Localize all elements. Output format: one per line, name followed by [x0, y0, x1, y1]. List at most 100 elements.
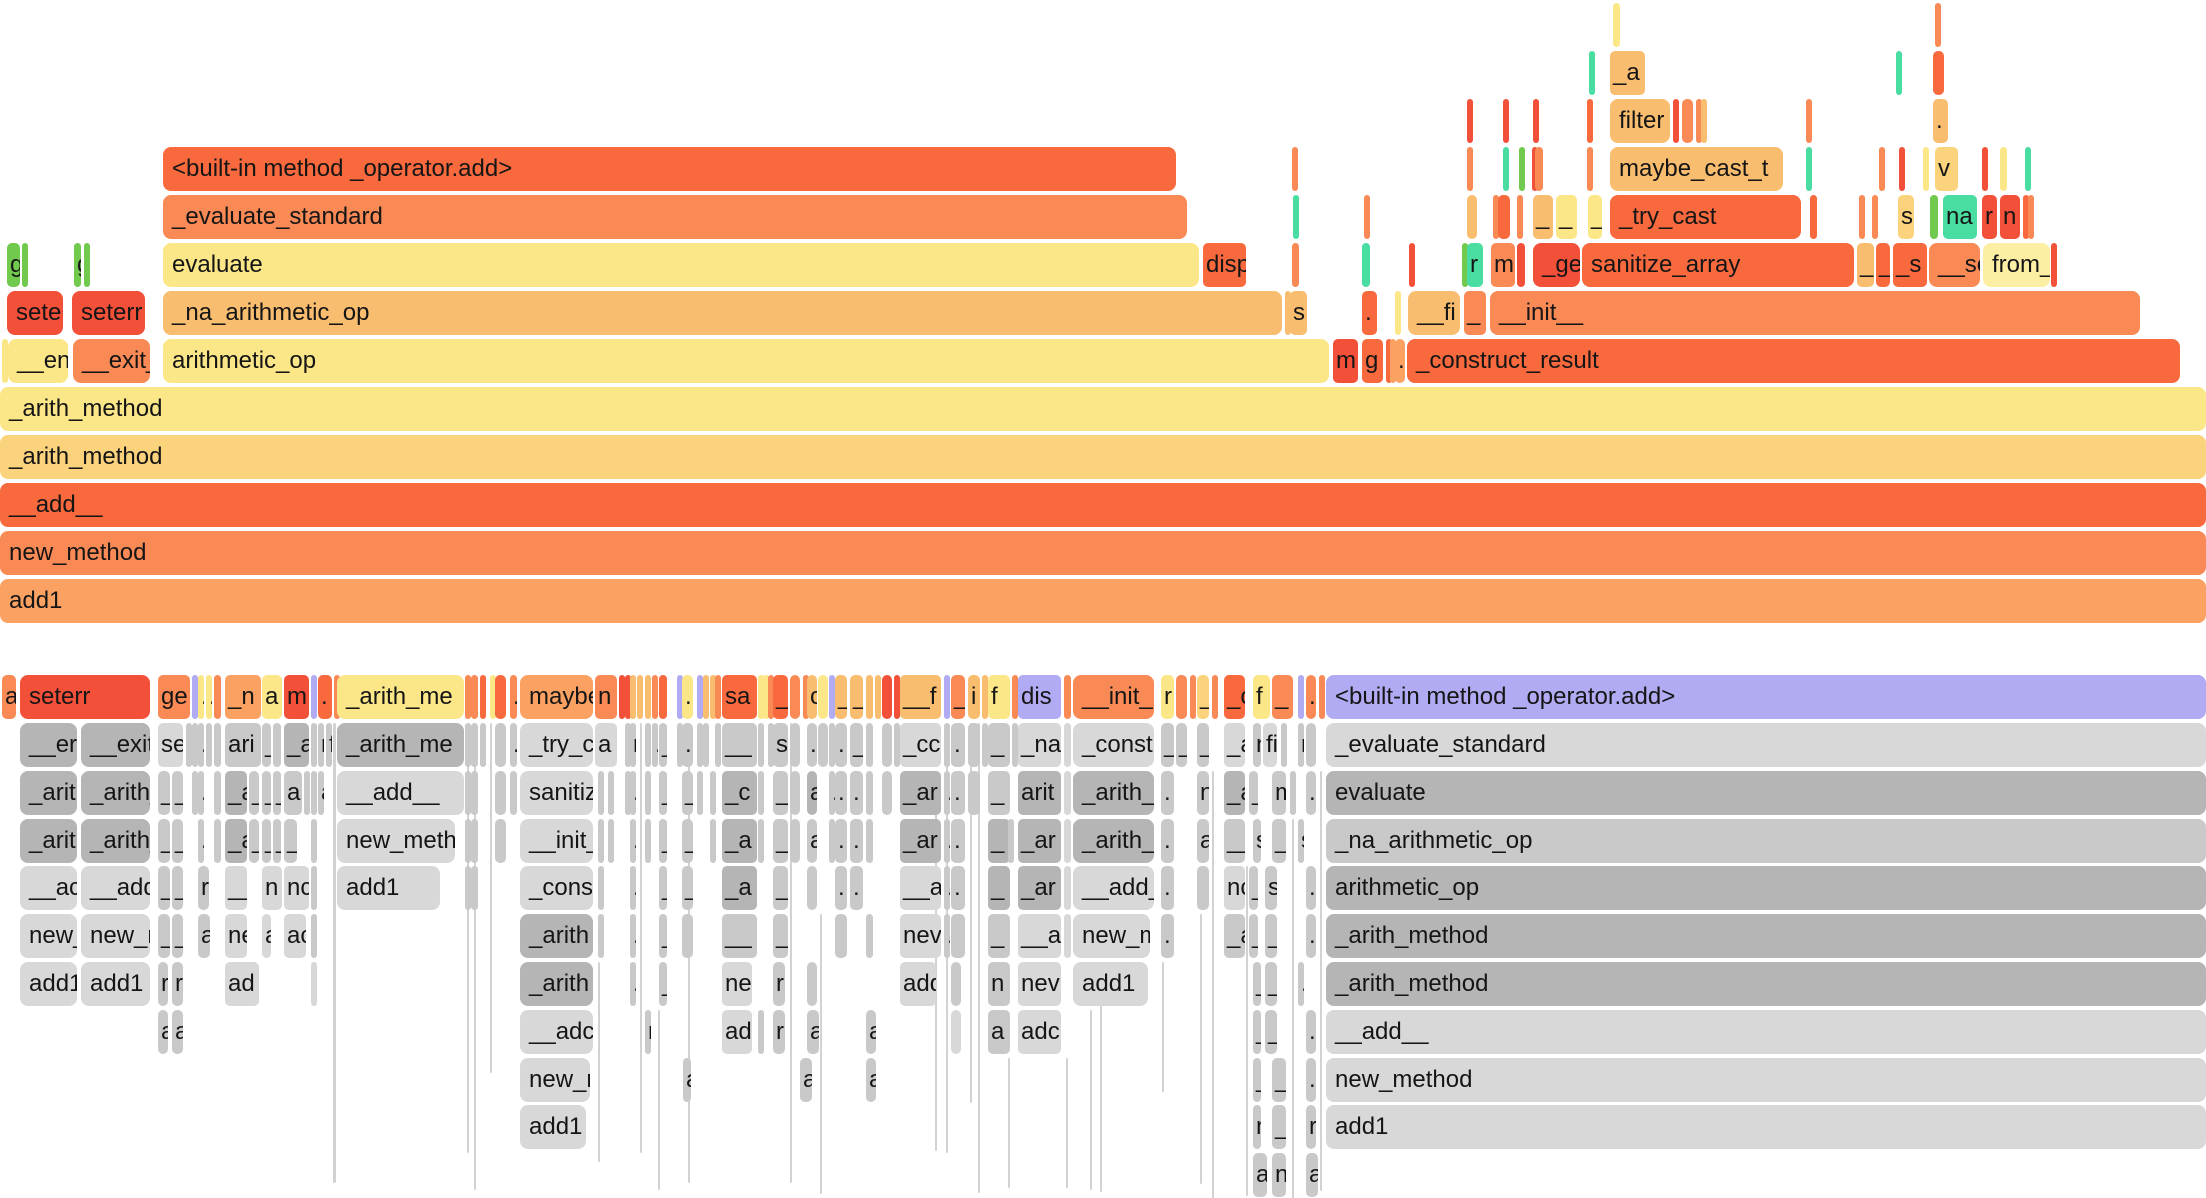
frame-sliver[interactable] [1362, 243, 1370, 287]
frame-sliver[interactable] [311, 914, 317, 958]
frame-bar[interactable]: __add [81, 866, 150, 910]
frame-bar[interactable]: _ [1464, 291, 1486, 335]
frame-bar[interactable]: _ [262, 771, 271, 815]
frame-sliver[interactable] [465, 723, 471, 767]
frame-bar[interactable]: f [326, 723, 332, 767]
frame-bar[interactable]: f [988, 675, 1010, 719]
frame-bar[interactable]: s [1265, 866, 1277, 910]
frame-bar[interactable]: . [944, 819, 950, 863]
frame-sliver[interactable] [619, 675, 625, 719]
frame-bar[interactable]: n [1253, 1105, 1261, 1149]
frame-bar[interactable]: __ [225, 866, 247, 910]
frame-sliver[interactable] [471, 819, 478, 863]
frame-bar[interactable]: _a [284, 723, 309, 767]
frame-bar[interactable]: _ [773, 819, 788, 863]
frame-bar[interactable]: a [800, 1058, 812, 1102]
frame-bar[interactable]: __fi [1408, 291, 1460, 335]
frame-sliver[interactable] [1292, 243, 1299, 287]
frame-bar[interactable]: __f [900, 675, 941, 719]
frame-sliver[interactable] [1064, 866, 1071, 910]
frame-sliver[interactable] [1493, 195, 1499, 239]
frame-sliver[interactable] [637, 675, 643, 719]
frame-bar[interactable]: _arith [520, 914, 593, 958]
frame-bar[interactable]: a [807, 771, 817, 815]
frame-sliver[interactable] [1519, 147, 1525, 191]
frame-bar[interactable]: _arith_method [0, 435, 2206, 479]
frame-sliver[interactable] [866, 723, 873, 767]
frame-sliver[interactable] [495, 675, 506, 719]
frame-sliver[interactable] [829, 819, 835, 863]
frame-bar[interactable]: a [683, 1058, 691, 1102]
frame-sliver[interactable] [1390, 339, 1396, 383]
frame-sliver[interactable] [311, 819, 317, 863]
frame-bar[interactable]: _ [659, 723, 667, 767]
frame-sliver[interactable] [710, 771, 716, 815]
frame-bar[interactable]: r [1982, 195, 1997, 239]
frame-bar[interactable]: __add__ [337, 771, 464, 815]
frame-sliver[interactable] [1462, 243, 1468, 287]
frame-bar[interactable]: . [829, 771, 835, 815]
frame-bar[interactable]: . [206, 675, 212, 719]
frame-sliver[interactable] [1535, 147, 1543, 191]
frame-sliver[interactable] [1306, 723, 1316, 767]
frame-bar[interactable]: _ [262, 723, 271, 767]
frame-sliver[interactable] [214, 723, 221, 767]
frame-bar[interactable]: _ [1253, 962, 1261, 1006]
frame-sliver[interactable] [311, 962, 317, 1006]
frame-bar[interactable]: maybe_cast_t [1610, 147, 1783, 191]
frame-bar[interactable]: r [318, 723, 324, 767]
frame-sliver[interactable] [1467, 99, 1473, 143]
frame-bar[interactable]: _ar [900, 771, 941, 815]
frame-sliver[interactable] [697, 723, 703, 767]
frame-bar[interactable]: r [773, 1010, 785, 1054]
frame-bar[interactable]: __se [1929, 243, 1980, 287]
frame-sliver[interactable] [1364, 195, 1370, 239]
frame-bar[interactable]: . [652, 723, 658, 767]
frame-sliver[interactable] [1008, 819, 1014, 863]
frame-sliver[interactable] [677, 723, 683, 767]
frame-bar[interactable]: . [1306, 1058, 1316, 1102]
frame-bar[interactable]: . [630, 819, 636, 863]
frame-bar[interactable]: _ [682, 819, 693, 863]
frame-bar[interactable]: . [951, 771, 965, 815]
frame-bar[interactable]: seterr [72, 291, 145, 335]
frame-sliver[interactable] [495, 723, 506, 767]
frame-sliver[interactable] [790, 771, 800, 815]
frame-bar[interactable]: adc [1018, 1010, 1061, 1054]
frame-sliver[interactable] [758, 1010, 764, 1054]
frame-bar[interactable]: a [1306, 1153, 1318, 1197]
frame-bar[interactable]: _na [1018, 723, 1061, 767]
frame-bar[interactable]: _ [1588, 195, 1602, 239]
frame-bar[interactable]: __init__ [1490, 291, 2140, 335]
frame-sliver[interactable] [697, 675, 703, 719]
frame-sliver[interactable] [882, 723, 892, 767]
frame-bar[interactable]: a [158, 1010, 168, 1054]
frame-bar[interactable]: __ [722, 914, 757, 958]
frame-bar[interactable]: . [850, 819, 863, 863]
frame-bar[interactable]: _a [225, 819, 247, 863]
frame-bar[interactable]: _ [1253, 1058, 1261, 1102]
frame-sliver[interactable] [790, 819, 800, 863]
frame-sliver[interactable] [214, 771, 221, 815]
frame-bar[interactable]: _ [1857, 243, 1874, 287]
frame-sliver[interactable] [875, 675, 881, 719]
frame-bar[interactable]: __add_ [1073, 866, 1154, 910]
frame-bar[interactable]: __er [20, 723, 77, 767]
frame-bar[interactable]: m [1491, 243, 1515, 287]
frame-sliver[interactable] [1386, 339, 1392, 383]
frame-sliver[interactable] [22, 243, 28, 287]
frame-bar[interactable]: r [1161, 675, 1174, 719]
frame-bar[interactable]: f [1253, 675, 1270, 719]
frame-sliver[interactable] [1930, 195, 1938, 239]
frame-bar[interactable]: r [172, 962, 183, 1006]
frame-bar[interactable]: ad [722, 1010, 752, 1054]
frame-bar[interactable]: _n [225, 675, 261, 719]
frame-sliver[interactable] [214, 819, 221, 863]
frame-bar[interactable]: . [630, 771, 636, 815]
frame-sliver[interactable] [598, 866, 604, 910]
frame-sliver[interactable] [1290, 771, 1296, 815]
frame-bar[interactable]: n [2000, 195, 2020, 239]
frame-bar[interactable]: sanitiz [520, 771, 593, 815]
frame-sliver[interactable] [894, 675, 900, 719]
frame-sliver[interactable] [1298, 675, 1304, 719]
